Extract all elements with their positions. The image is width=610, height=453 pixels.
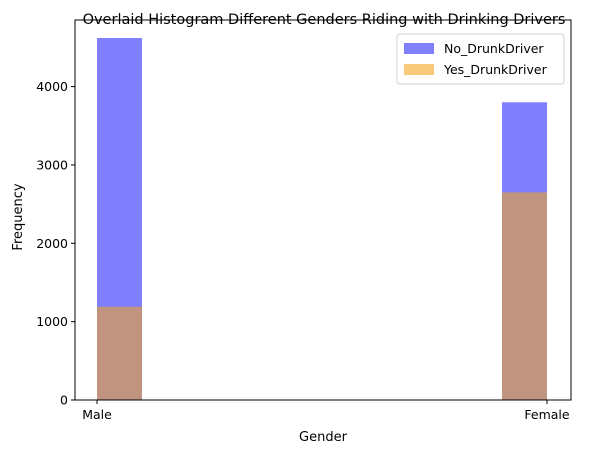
y-tick-label: 1000 bbox=[36, 314, 68, 329]
bar-yes-drunkdriver-male bbox=[97, 306, 142, 400]
x-axis-label: Gender bbox=[299, 430, 348, 445]
y-axis: 0 1000 2000 3000 4000 bbox=[36, 79, 75, 408]
x-axis: Male Female bbox=[82, 400, 570, 422]
legend-label-yes-drunkdriver: Yes_DrunkDriver bbox=[443, 62, 548, 77]
legend: No_DrunkDriver Yes_DrunkDriver bbox=[396, 33, 565, 85]
y-tick-label: 3000 bbox=[36, 157, 68, 172]
x-tick-label-male: Male bbox=[82, 407, 112, 422]
legend-box bbox=[396, 33, 565, 85]
y-tick-label: 4000 bbox=[36, 79, 68, 94]
y-tick-label: 2000 bbox=[36, 236, 68, 251]
legend-swatch-no-drunkdriver bbox=[404, 43, 434, 54]
bars-layer bbox=[97, 38, 547, 401]
x-tick-label-female: Female bbox=[524, 407, 570, 422]
bar-yes-drunkdriver-female bbox=[502, 192, 547, 400]
legend-swatch-yes-drunkdriver bbox=[404, 64, 434, 75]
legend-label-no-drunkdriver: No_DrunkDriver bbox=[444, 41, 544, 56]
y-tick-label: 0 bbox=[60, 393, 68, 408]
plot-frame bbox=[74, 19, 572, 401]
y-axis-label: Frequency bbox=[11, 183, 26, 250]
